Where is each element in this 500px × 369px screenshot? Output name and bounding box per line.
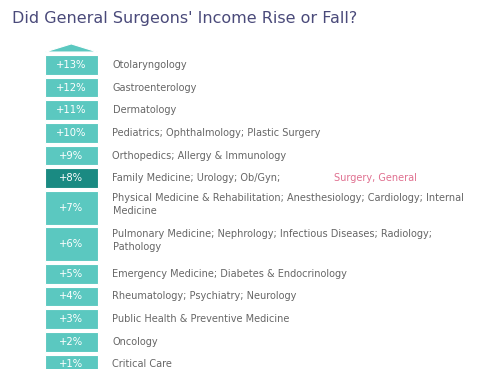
FancyBboxPatch shape	[45, 191, 98, 224]
Text: Critical Care: Critical Care	[112, 359, 172, 369]
Text: Orthopedics; Allergy & Immunology: Orthopedics; Allergy & Immunology	[112, 151, 286, 161]
Text: +8%: +8%	[60, 173, 83, 183]
FancyBboxPatch shape	[45, 287, 98, 306]
Text: Pediatrics; Ophthalmology; Plastic Surgery: Pediatrics; Ophthalmology; Plastic Surge…	[112, 128, 321, 138]
Text: Gastroenterology: Gastroenterology	[112, 83, 197, 93]
FancyBboxPatch shape	[45, 78, 98, 97]
FancyBboxPatch shape	[45, 100, 98, 120]
Text: +6%: +6%	[59, 239, 84, 249]
Text: Family Medicine; Urology; Ob/Gyn;: Family Medicine; Urology; Ob/Gyn;	[112, 173, 284, 183]
Polygon shape	[45, 44, 98, 52]
Text: Rheumatology; Psychiatry; Neurology: Rheumatology; Psychiatry; Neurology	[112, 292, 297, 301]
Text: +3%: +3%	[60, 314, 83, 324]
FancyBboxPatch shape	[45, 309, 98, 329]
Text: Dermatology: Dermatology	[112, 105, 176, 115]
FancyBboxPatch shape	[45, 264, 98, 284]
Text: Public Health & Preventive Medicine: Public Health & Preventive Medicine	[112, 314, 290, 324]
Text: +4%: +4%	[60, 292, 83, 301]
Text: +5%: +5%	[59, 269, 84, 279]
Text: +11%: +11%	[56, 105, 86, 115]
FancyBboxPatch shape	[45, 168, 98, 188]
Text: Pulmonary Medicine; Nephrology; Infectious Diseases; Radiology;
Pathology: Pulmonary Medicine; Nephrology; Infectio…	[112, 229, 432, 252]
Text: +12%: +12%	[56, 83, 86, 93]
Text: Otolaryngology: Otolaryngology	[112, 60, 187, 70]
Text: Physical Medicine & Rehabilitation; Anesthesiology; Cardiology; Internal
Medicin: Physical Medicine & Rehabilitation; Anes…	[112, 193, 465, 216]
FancyBboxPatch shape	[45, 227, 98, 261]
Text: +9%: +9%	[59, 151, 84, 161]
Text: Oncology: Oncology	[112, 337, 158, 347]
Text: Surgery, General: Surgery, General	[334, 173, 416, 183]
Text: Emergency Medicine; Diabetes & Endocrinology: Emergency Medicine; Diabetes & Endocrino…	[112, 269, 348, 279]
Text: +10%: +10%	[56, 128, 86, 138]
FancyBboxPatch shape	[45, 55, 98, 75]
FancyBboxPatch shape	[45, 146, 98, 165]
FancyBboxPatch shape	[45, 123, 98, 143]
Text: +1%: +1%	[59, 359, 84, 369]
Text: +7%: +7%	[59, 203, 84, 213]
FancyBboxPatch shape	[45, 355, 98, 369]
Text: Did General Surgeons' Income Rise or Fall?: Did General Surgeons' Income Rise or Fal…	[12, 11, 358, 26]
Text: +2%: +2%	[59, 337, 84, 347]
Text: +13%: +13%	[56, 60, 86, 70]
FancyBboxPatch shape	[45, 332, 98, 352]
